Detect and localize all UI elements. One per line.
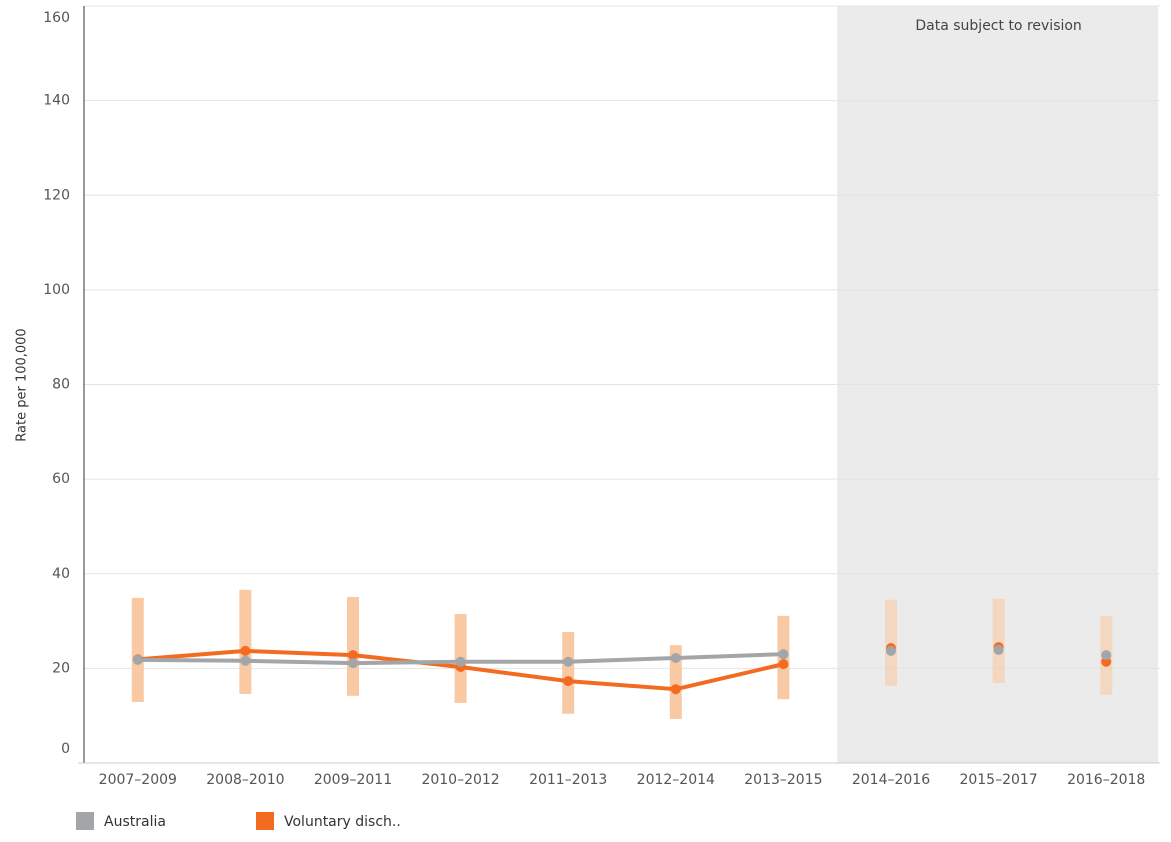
x-tick-label: 2011–2013 (529, 772, 607, 788)
data-point (778, 649, 789, 660)
data-point (240, 645, 251, 656)
confidence-interval (131, 597, 144, 702)
data-point (563, 656, 574, 667)
y-tick-label: 100 (43, 282, 70, 298)
x-tick-label: 2016–2018 (1067, 772, 1145, 788)
x-tick-label: 2013–2015 (744, 772, 822, 788)
x-tick-label: 2008–2010 (206, 772, 284, 788)
confidence-interval (562, 631, 575, 714)
data-point (132, 654, 143, 665)
confidence-interval (669, 645, 682, 719)
confidence-interval (885, 599, 897, 686)
data-point (563, 676, 574, 687)
x-tick-label: 2010–2012 (421, 772, 499, 788)
y-tick-label: 20 (52, 660, 70, 676)
y-tick-label: 140 (43, 93, 70, 109)
legend-swatch (256, 812, 274, 830)
y-tick-label: 40 (52, 566, 70, 582)
revision-label: Data subject to revision (915, 18, 1081, 34)
y-tick-label: 80 (52, 377, 70, 393)
confidence-interval (992, 598, 1005, 684)
legend-label: Australia (104, 814, 166, 830)
x-tick-label: 2015–2017 (959, 772, 1037, 788)
legend-swatch (76, 812, 94, 830)
data-point (455, 656, 466, 667)
y-tick-label: 0 (61, 741, 70, 757)
x-tick-label: 2007–2009 (99, 772, 177, 788)
x-tick-label: 2014–2016 (852, 772, 930, 788)
data-point (993, 644, 1004, 655)
data-point (886, 645, 896, 656)
data-point (348, 658, 358, 669)
data-point (670, 652, 681, 663)
y-tick-label: 160 (43, 10, 70, 26)
confidence-interval (239, 589, 252, 694)
y-tick-label: 120 (43, 187, 70, 203)
confidence-interval (347, 596, 359, 696)
data-point (670, 684, 681, 695)
data-point (778, 659, 789, 670)
legend-label: Voluntary disch.. (284, 814, 401, 830)
data-point (240, 655, 251, 666)
data-point (1101, 650, 1112, 661)
y-tick-label: 60 (52, 471, 70, 487)
x-tick-label: 2012–2014 (637, 772, 715, 788)
x-tick-label: 2009–2011 (314, 772, 392, 788)
y-axis-label: Rate per 100,000 (15, 328, 30, 441)
data-point (348, 650, 358, 661)
